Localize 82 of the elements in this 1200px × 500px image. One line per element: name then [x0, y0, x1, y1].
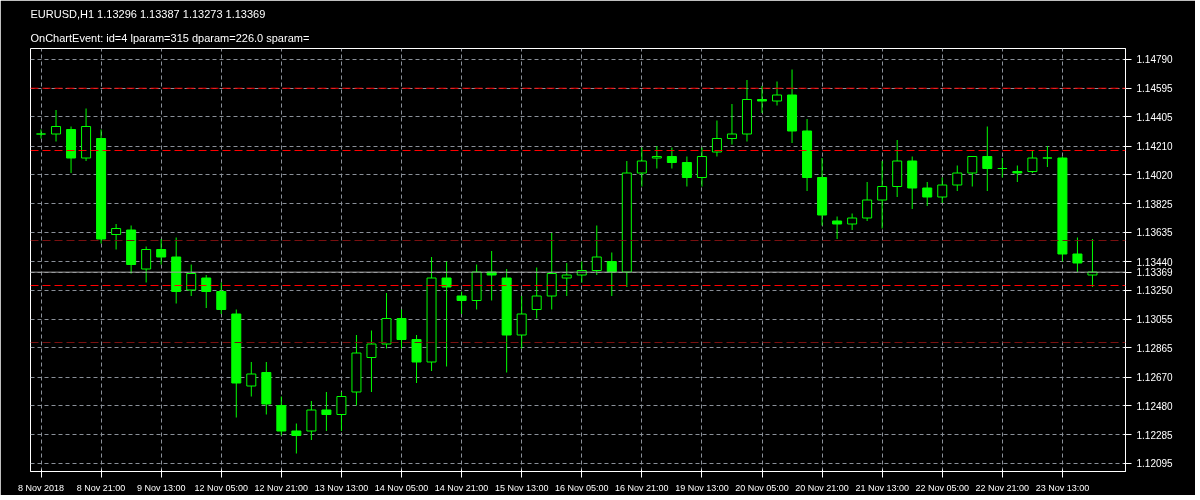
candlestick [246, 361, 257, 397]
candlestick [937, 177, 948, 204]
candlestick [757, 85, 768, 114]
candlestick [156, 238, 167, 265]
candlestick [441, 261, 452, 367]
y-tick-label: 1.12480 [1136, 400, 1174, 412]
candlestick [546, 232, 557, 310]
candlestick [321, 391, 332, 432]
x-tick-label: 12 Nov 05:00 [194, 482, 249, 493]
x-tick-label: 15 Nov 13:00 [494, 482, 549, 493]
x-tick-label: 20 Nov 21:00 [795, 482, 849, 493]
candlestick [726, 103, 737, 145]
y-tick-label: 1.14595 [1136, 83, 1174, 95]
candlestick [111, 223, 122, 250]
candlestick [216, 282, 227, 315]
candlestick [51, 109, 62, 142]
chart-subtitle: OnChartEvent: id=4 lparam=315 dparam=226.0 sparam= [30, 31, 310, 44]
candlestick [306, 400, 317, 441]
candlestick [711, 120, 722, 157]
candlestick [1042, 145, 1053, 168]
candlestick [696, 147, 707, 187]
candlestick [366, 330, 377, 393]
x-tick-label: 13 Nov 13:00 [314, 482, 369, 493]
x-tick-label: 22 Nov 05:00 [915, 482, 970, 493]
x-tick-label: 16 Nov 05:00 [554, 482, 609, 493]
candlestick [516, 295, 527, 349]
candlestick [862, 181, 873, 222]
candlestick [291, 423, 302, 454]
y-tick-label: 1.13055 [1136, 314, 1174, 326]
x-tick-label: 8 Nov 21:00 [76, 482, 126, 493]
candlestick [832, 216, 843, 240]
y-tick-label: 1.13440 [1136, 256, 1174, 268]
candlestick [1027, 150, 1038, 174]
candlestick [561, 262, 572, 297]
candlestick [186, 264, 197, 297]
y-tick-label: 1.14020 [1136, 169, 1174, 181]
candlestick [456, 291, 467, 315]
y-tick-label: 1.13635 [1136, 227, 1174, 239]
candlestick [411, 334, 422, 384]
x-tick-label: 9 Nov 13:00 [136, 482, 186, 493]
candlestick [952, 165, 963, 192]
y-tick-label: 1.12865 [1136, 342, 1174, 354]
y-tick-label: 1.14210 [1136, 141, 1174, 152]
x-tick-label: 20 Nov 05:00 [735, 482, 789, 493]
y-tick-label: 1.13369 [1136, 267, 1174, 279]
candlestick [651, 145, 662, 169]
candlestick [666, 147, 677, 169]
x-tick-label: 16 Nov 21:00 [615, 482, 669, 493]
candlestick [141, 246, 152, 283]
x-tick-label: 12 Nov 21:00 [254, 482, 309, 493]
candlestick [636, 147, 647, 187]
x-tick-label: 14 Nov 05:00 [374, 482, 429, 493]
candlestick [681, 156, 692, 187]
candlestick [772, 81, 783, 106]
x-tick-label: 22 Nov 21:00 [975, 482, 1030, 493]
candlestick [967, 156, 978, 187]
candlestick [531, 267, 542, 319]
y-tick-label: 1.14790 [1136, 54, 1174, 65]
candlestick [36, 129, 47, 139]
candlestick [922, 181, 933, 207]
y-tick-label: 1.14405 [1136, 111, 1174, 123]
x-tick-label: 8 Nov 2018 [18, 482, 65, 493]
x-tick-label: 19 Nov 13:00 [675, 482, 729, 493]
candlestick [396, 309, 407, 349]
candlestick [201, 274, 212, 309]
x-tick-label: 14 Nov 21:00 [434, 482, 489, 493]
y-tick-label: 1.12095 [1136, 458, 1174, 470]
candlestick [997, 157, 1008, 178]
candlestick [591, 225, 602, 276]
candlestick [982, 126, 993, 192]
x-tick-label: 23 Nov 13:00 [1035, 482, 1090, 493]
y-tick-label: 1.12670 [1136, 372, 1174, 383]
y-tick-label: 1.13825 [1136, 198, 1174, 210]
x-tick-label: 21 Nov 13:00 [855, 482, 909, 493]
candlestick [606, 252, 617, 297]
candlestick [1072, 237, 1083, 273]
chart-title: EURUSD,H1 1.13296 1.13387 1.13273 1.13369 [30, 7, 266, 20]
candlestick [877, 160, 888, 229]
y-tick-label: 1.13250 [1136, 285, 1174, 296]
candlestick [847, 213, 858, 231]
candlestick [336, 391, 347, 432]
y-tick-label: 1.12285 [1136, 429, 1174, 441]
